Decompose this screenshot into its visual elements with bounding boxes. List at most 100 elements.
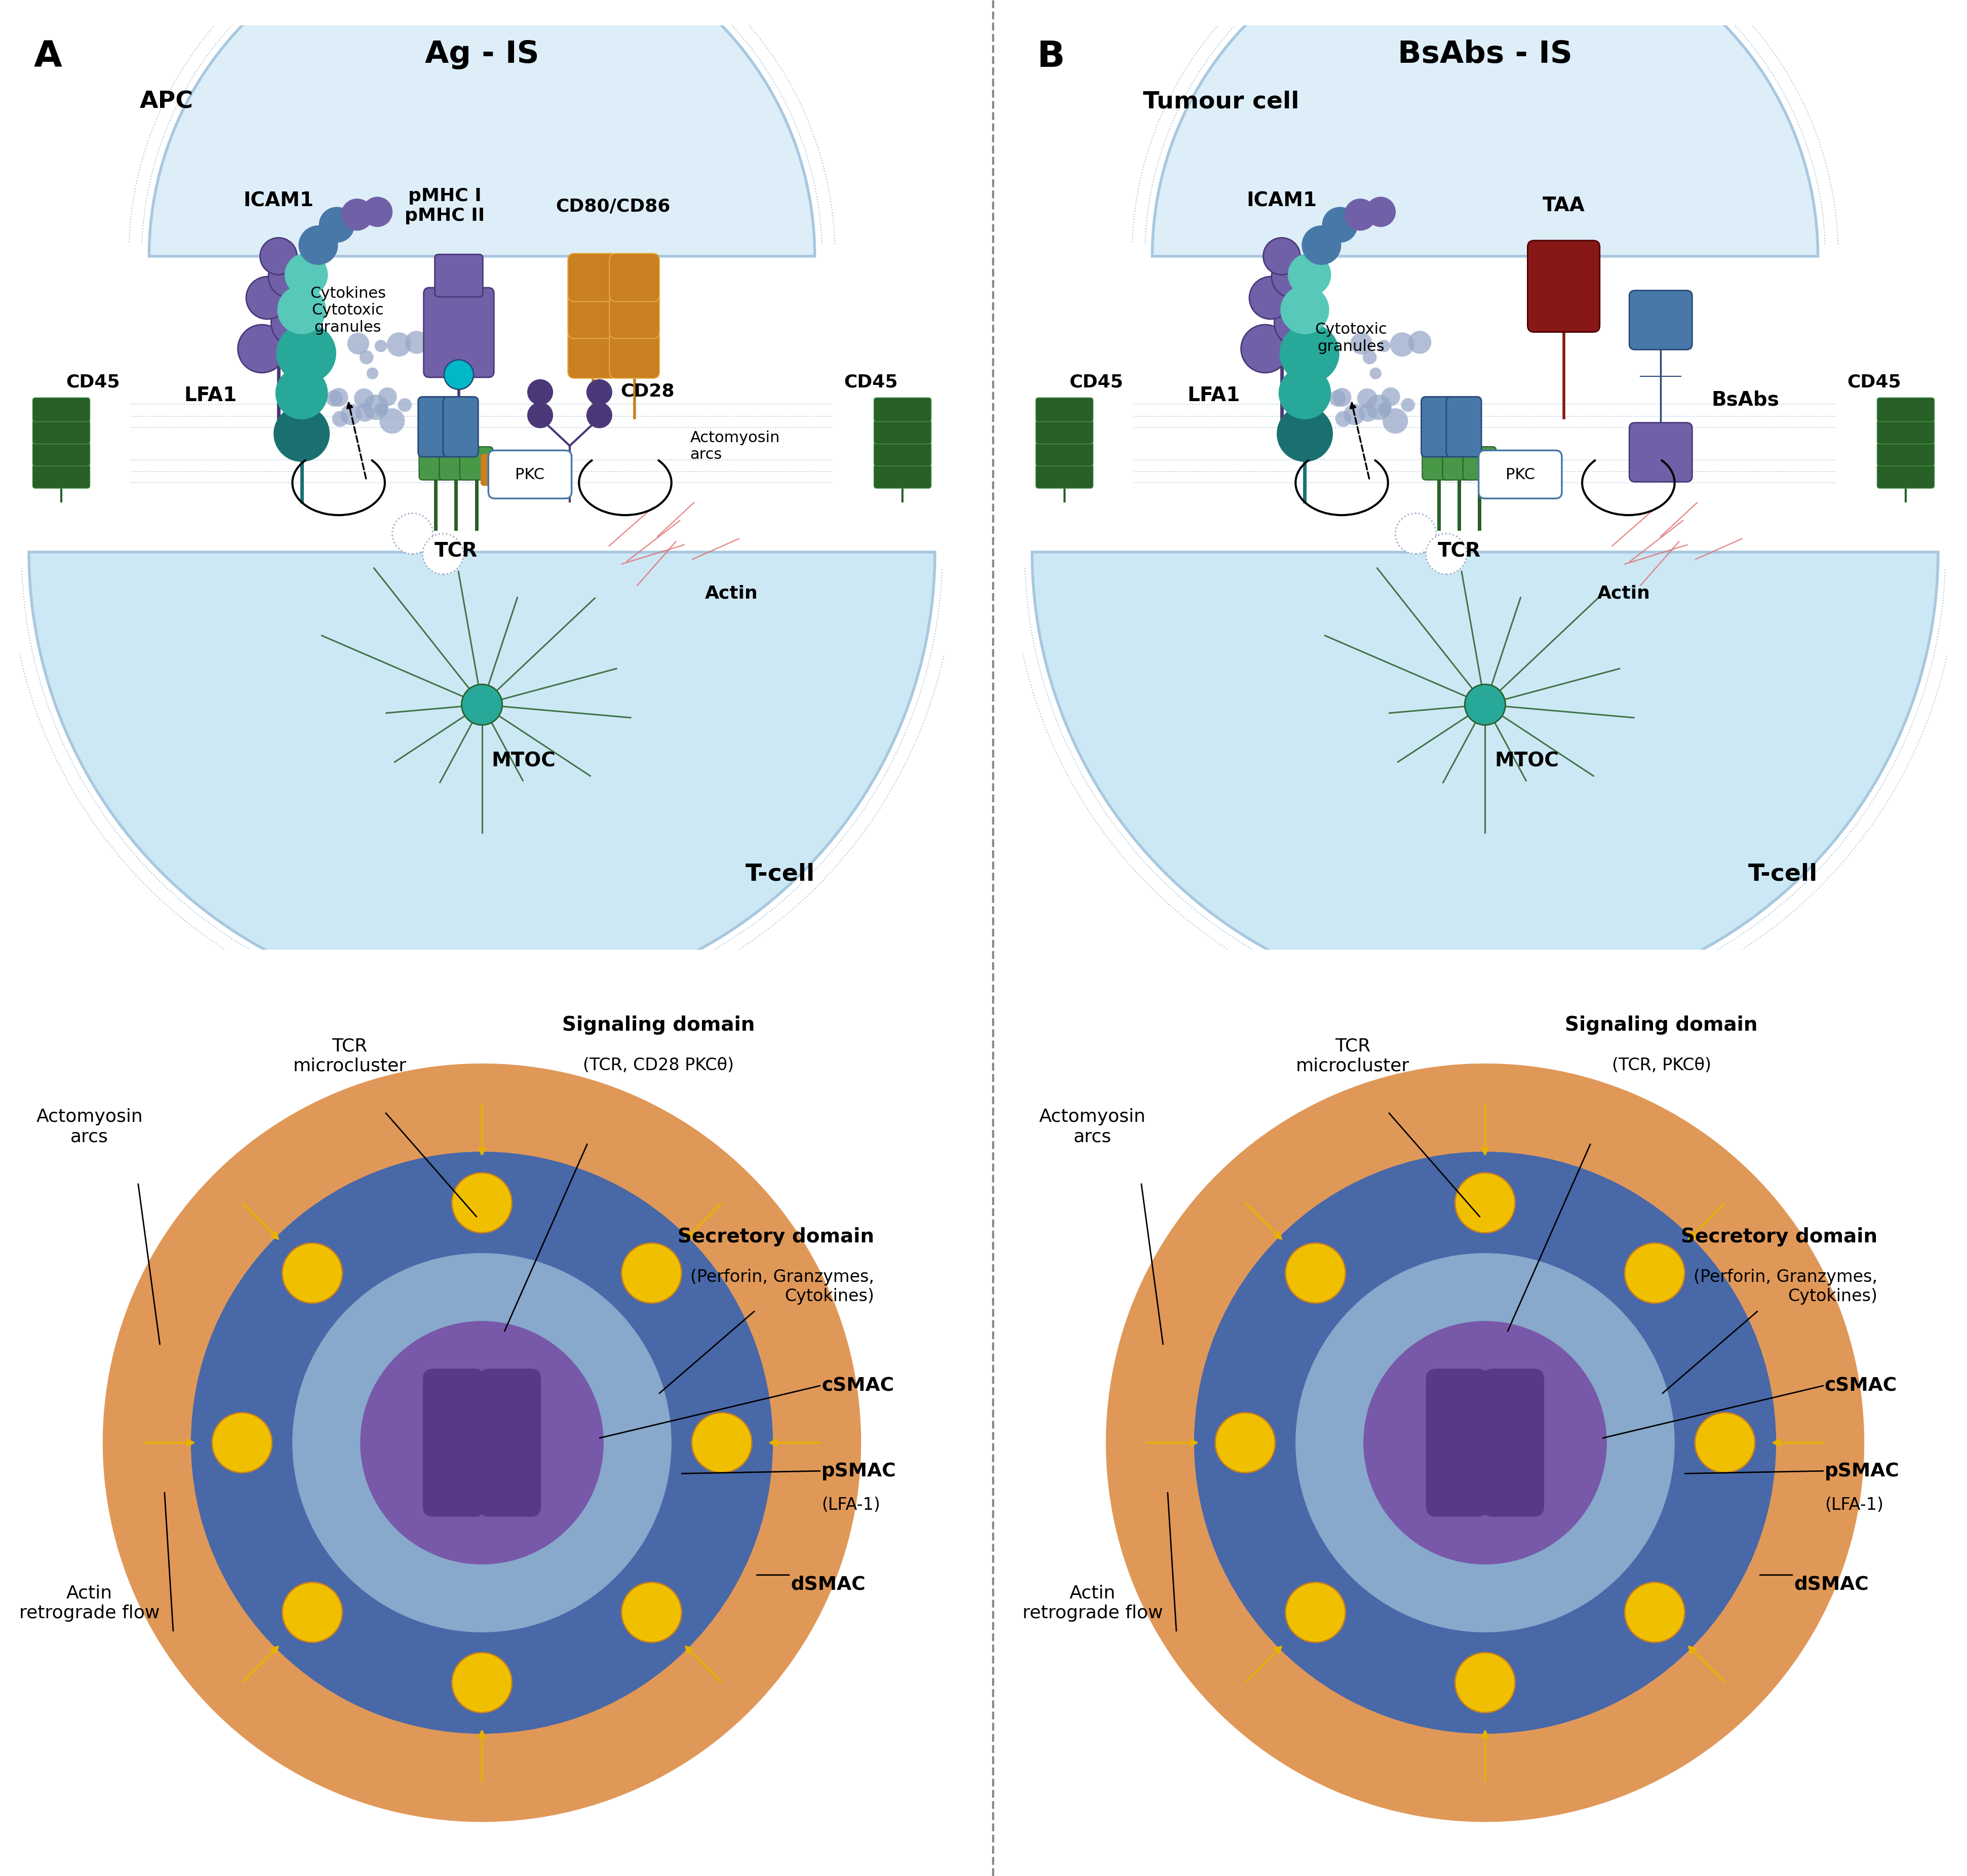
- FancyBboxPatch shape: [482, 454, 509, 486]
- Circle shape: [1241, 325, 1288, 373]
- Circle shape: [1330, 390, 1345, 407]
- FancyBboxPatch shape: [1877, 465, 1934, 488]
- FancyBboxPatch shape: [1422, 398, 1456, 458]
- Circle shape: [268, 255, 311, 298]
- FancyBboxPatch shape: [568, 291, 618, 340]
- FancyBboxPatch shape: [1037, 465, 1094, 488]
- Text: Actin: Actin: [704, 585, 757, 602]
- Text: Cytokines
Cytotoxic
granules: Cytokines Cytotoxic granules: [311, 285, 386, 334]
- FancyBboxPatch shape: [423, 289, 494, 377]
- Circle shape: [285, 253, 328, 296]
- FancyBboxPatch shape: [435, 255, 482, 298]
- Wedge shape: [1153, 0, 1818, 257]
- FancyBboxPatch shape: [419, 398, 452, 458]
- Circle shape: [376, 403, 387, 415]
- Circle shape: [1275, 298, 1322, 347]
- Text: TAA: TAA: [1542, 195, 1585, 216]
- FancyBboxPatch shape: [460, 446, 494, 480]
- Circle shape: [1359, 403, 1377, 422]
- Circle shape: [1281, 325, 1340, 383]
- Circle shape: [462, 685, 502, 726]
- FancyBboxPatch shape: [1503, 454, 1530, 486]
- Circle shape: [1302, 227, 1341, 265]
- Circle shape: [328, 388, 348, 407]
- Text: LFA1: LFA1: [185, 386, 236, 405]
- Text: ICAM1: ICAM1: [244, 191, 313, 210]
- Circle shape: [1343, 405, 1365, 426]
- Circle shape: [1381, 388, 1401, 407]
- Circle shape: [1456, 1653, 1515, 1713]
- Text: Actomyosin
arcs: Actomyosin arcs: [690, 430, 779, 461]
- Circle shape: [1363, 351, 1377, 364]
- Text: Ag - IS: Ag - IS: [425, 39, 539, 69]
- Text: Actin
retrograde flow: Actin retrograde flow: [20, 1583, 159, 1621]
- Wedge shape: [30, 552, 934, 1006]
- FancyBboxPatch shape: [610, 291, 659, 340]
- Text: MTOC: MTOC: [1495, 750, 1558, 771]
- Circle shape: [380, 409, 405, 433]
- Circle shape: [1379, 340, 1391, 353]
- Circle shape: [246, 278, 289, 319]
- Circle shape: [452, 1653, 511, 1713]
- FancyBboxPatch shape: [1442, 446, 1475, 480]
- Circle shape: [273, 407, 328, 461]
- Circle shape: [1279, 368, 1332, 420]
- Circle shape: [191, 1152, 773, 1733]
- Circle shape: [1332, 388, 1351, 407]
- Circle shape: [376, 340, 387, 353]
- FancyBboxPatch shape: [1877, 443, 1934, 467]
- FancyBboxPatch shape: [568, 330, 618, 379]
- Text: (TCR, CD28 PKCθ): (TCR, CD28 PKCθ): [582, 1056, 734, 1073]
- Text: A: A: [33, 39, 61, 75]
- Circle shape: [277, 325, 336, 383]
- FancyBboxPatch shape: [1422, 446, 1456, 480]
- Circle shape: [1401, 398, 1414, 413]
- Text: Cytotoxic
granules: Cytotoxic granules: [1314, 323, 1387, 355]
- FancyBboxPatch shape: [33, 398, 90, 422]
- Text: Actin: Actin: [1597, 585, 1650, 602]
- Circle shape: [1625, 1244, 1684, 1304]
- FancyBboxPatch shape: [610, 330, 659, 379]
- Circle shape: [260, 238, 297, 276]
- FancyBboxPatch shape: [1426, 1369, 1487, 1518]
- Circle shape: [527, 403, 553, 428]
- Circle shape: [348, 334, 370, 355]
- Circle shape: [622, 1244, 681, 1304]
- FancyBboxPatch shape: [1037, 398, 1094, 422]
- Text: CD45: CD45: [67, 373, 120, 390]
- Circle shape: [1696, 1413, 1755, 1473]
- Circle shape: [586, 379, 612, 405]
- Text: Actomyosin
arcs: Actomyosin arcs: [35, 1107, 144, 1144]
- FancyBboxPatch shape: [33, 420, 90, 445]
- Circle shape: [423, 535, 464, 574]
- Text: CD80/CD86: CD80/CD86: [557, 197, 671, 216]
- Text: APC: APC: [140, 90, 193, 113]
- FancyBboxPatch shape: [610, 253, 659, 302]
- FancyBboxPatch shape: [1528, 240, 1599, 332]
- Text: ICAM1: ICAM1: [1247, 191, 1316, 210]
- Text: (LFA-1): (LFA-1): [1825, 1497, 1882, 1512]
- Circle shape: [277, 287, 327, 334]
- Circle shape: [1351, 334, 1373, 355]
- FancyBboxPatch shape: [1877, 398, 1934, 422]
- Circle shape: [586, 403, 612, 428]
- Text: (LFA-1): (LFA-1): [822, 1497, 879, 1512]
- FancyBboxPatch shape: [873, 398, 930, 422]
- FancyBboxPatch shape: [1877, 420, 1934, 445]
- Text: (Perforin, Granzymes,
Cytokines): (Perforin, Granzymes, Cytokines): [1694, 1268, 1878, 1304]
- Text: Tumour cell: Tumour cell: [1143, 90, 1298, 113]
- Circle shape: [1369, 368, 1381, 379]
- Circle shape: [1379, 403, 1391, 415]
- Circle shape: [1286, 1244, 1345, 1304]
- Circle shape: [527, 379, 553, 405]
- Circle shape: [366, 368, 378, 379]
- Text: CD45: CD45: [1070, 373, 1123, 390]
- Circle shape: [378, 388, 397, 407]
- Circle shape: [1249, 278, 1292, 319]
- FancyBboxPatch shape: [1629, 424, 1692, 482]
- Text: TCR: TCR: [435, 542, 478, 561]
- Circle shape: [387, 332, 411, 356]
- Circle shape: [1277, 407, 1332, 461]
- Circle shape: [317, 340, 330, 355]
- FancyBboxPatch shape: [1483, 1369, 1544, 1518]
